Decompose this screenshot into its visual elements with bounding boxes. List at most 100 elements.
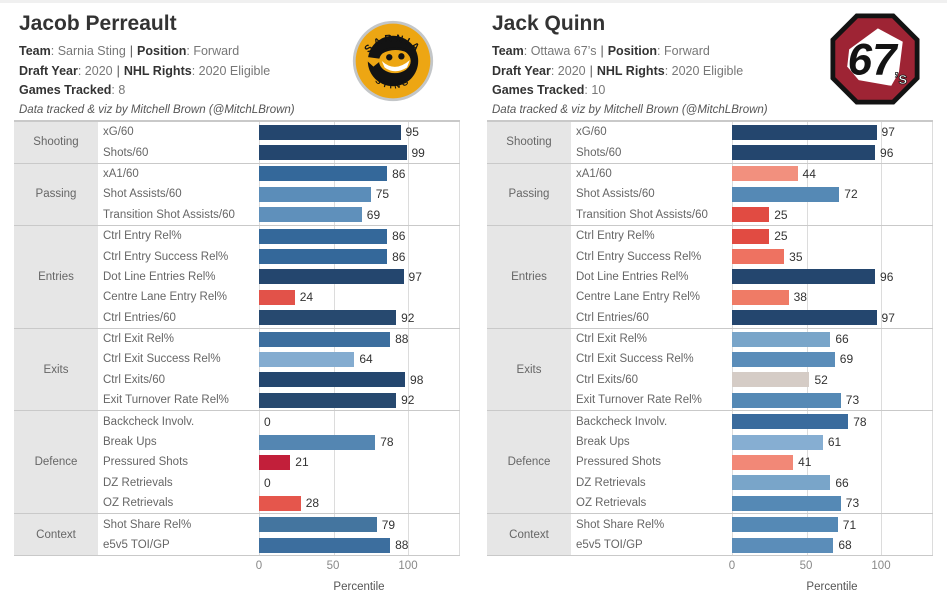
metric-label: OZ Retrievals	[103, 497, 174, 510]
bar-value-label: 97	[881, 125, 895, 140]
metric-group-context: Context Shot Share Rel% 79 e5v5 TOI/GP 88	[14, 513, 460, 556]
group-rows: Backcheck Involv. 78 Break Ups 61 Pressured …	[571, 411, 933, 513]
percentile-bar[interactable]	[732, 372, 810, 388]
percentile-bar[interactable]	[732, 310, 877, 326]
metric-label: Shots/60	[103, 146, 149, 159]
bar-area: 73	[732, 390, 933, 410]
bar-value-label: 66	[835, 475, 849, 490]
percentile-bar[interactable]	[259, 392, 397, 408]
category-cell: Exits	[14, 328, 98, 411]
bar-area: 79	[259, 514, 460, 534]
percentile-bar[interactable]	[259, 124, 401, 140]
percentile-bar[interactable]	[259, 186, 371, 202]
percentile-bar[interactable]	[259, 454, 291, 470]
bar-value-label: 78	[380, 435, 394, 450]
category-cell: Context	[487, 514, 571, 556]
percentile-bar[interactable]	[732, 124, 877, 140]
group-rows: xG/60 95 Shots/60 99	[98, 122, 460, 163]
svg-text:’s: ’s	[894, 70, 907, 88]
bar-area: 72	[732, 184, 933, 204]
percentile-bar[interactable]	[259, 537, 391, 553]
chart-row: Transition Shot Assists/60 69	[98, 205, 460, 225]
percentile-bar[interactable]	[259, 310, 397, 326]
percentile-bar[interactable]	[732, 166, 798, 182]
metric-label: Shots/60	[576, 146, 622, 159]
metric-label: Ctrl Entries/60	[103, 311, 176, 324]
bar-area: 66	[732, 329, 933, 349]
percentile-bar[interactable]	[259, 331, 391, 347]
metric-group-entries: Entries Ctrl Entry Rel% 86 Ctrl Entry Succe…	[14, 224, 460, 328]
percentile-bar[interactable]	[732, 186, 840, 202]
percentile-bar[interactable]	[732, 228, 770, 244]
percentile-bar[interactable]	[732, 351, 835, 367]
chart-row: Shots/60 99	[98, 142, 460, 162]
metric-label: Centre Lane Entry Rel%	[576, 291, 701, 304]
bar-value-label: 25	[774, 229, 788, 244]
bar-value-label: 61	[827, 435, 842, 450]
metric-group-context: Context Shot Share Rel% 71 e5v5 TOI/GP 68	[487, 513, 933, 556]
percentile-bar[interactable]	[732, 392, 841, 408]
percentile-bar[interactable]	[259, 145, 407, 161]
percentile-bar[interactable]	[732, 249, 785, 265]
percentile-bar[interactable]	[732, 517, 838, 533]
bar-area: 92	[259, 390, 460, 410]
chart-row: Ctrl Exit Rel% 88	[98, 329, 460, 349]
chart-row: Shot Share Rel% 71	[571, 514, 933, 534]
percentile-bar[interactable]	[732, 414, 849, 430]
percentile-bar[interactable]	[732, 207, 770, 223]
metric-label: Ctrl Entry Success Rel%	[103, 250, 229, 263]
x-axis-left: 0 50 100 Percentile	[14, 558, 460, 598]
percentile-bar[interactable]	[259, 517, 377, 533]
axis-tick: 0	[255, 560, 263, 572]
percentile-bar[interactable]	[259, 372, 406, 388]
percentile-bar[interactable]	[732, 495, 841, 511]
percentile-bar[interactable]	[732, 331, 831, 347]
percentile-bar[interactable]	[732, 475, 831, 491]
bar-area: 92	[259, 308, 460, 328]
metric-label: e5v5 TOI/GP	[576, 539, 643, 551]
draft-rights-line: Draft Year: 2020 | NHL Rights: 2020 Eligib…	[492, 63, 744, 78]
nhl-rights-value: 2020 Eligible	[198, 63, 271, 78]
bar-area: 44	[732, 164, 933, 184]
percentile-bar[interactable]	[259, 269, 404, 285]
metric-group-passing: Passing xA1/60 44 Shot Assists/60 72 Transiti…	[487, 162, 933, 225]
percentile-bar[interactable]	[732, 269, 876, 285]
percentile-bar[interactable]	[259, 289, 295, 305]
percentile-bar[interactable]	[259, 434, 376, 450]
percentile-bar[interactable]	[732, 537, 834, 553]
percentile-bar[interactable]	[259, 495, 301, 511]
bar-value-label: 24	[299, 290, 314, 305]
group-rows: Ctrl Exit Rel% 88 Ctrl Exit Success Rel% 64…	[98, 329, 460, 411]
chart-row: Pressured Shots 21	[98, 452, 460, 472]
draft-year-value: 2020	[557, 63, 586, 78]
chart-row: Shots/60 96	[571, 142, 933, 162]
metric-label: Ctrl Exit Rel%	[576, 333, 647, 346]
group-rows: Backcheck Involv. 0 Break Ups 78 Pressured S…	[98, 411, 460, 513]
player-name: Jacob Perreault	[19, 12, 177, 35]
metric-label: Exit Turnover Rate Rel%	[576, 394, 702, 407]
bar-area: 99	[259, 142, 460, 162]
metric-label: Ctrl Entry Success Rel%	[576, 250, 702, 263]
percentile-bar[interactable]	[259, 228, 388, 244]
percentile-bar[interactable]	[259, 166, 388, 182]
axis-tick: 50	[326, 560, 340, 572]
bar-value-label: 88	[395, 332, 409, 347]
percentile-bar[interactable]	[732, 434, 823, 450]
percentile-bar[interactable]	[259, 207, 362, 223]
percentile-bar[interactable]	[732, 145, 876, 161]
percentile-bar[interactable]	[259, 249, 388, 265]
chart-row: DZ Retrievals 66	[571, 473, 933, 493]
bar-area: 41	[732, 452, 933, 472]
bar-value-label: 88	[395, 538, 409, 552]
percentile-bar[interactable]	[732, 289, 789, 305]
group-rows: Ctrl Entry Rel% 86 Ctrl Entry Success Rel%…	[98, 226, 460, 328]
bar-area: 64	[259, 349, 460, 369]
percentile-bar[interactable]	[732, 454, 794, 470]
percentile-bar[interactable]	[259, 351, 355, 367]
bar-area: 69	[259, 205, 460, 225]
category-cell: Exits	[487, 328, 571, 411]
chart-row: xA1/60 44	[571, 164, 933, 184]
metric-label: Ctrl Entry Rel%	[576, 230, 655, 243]
bar-area: 61	[732, 432, 933, 452]
metric-label: Dot Line Entries Rel%	[576, 270, 689, 283]
